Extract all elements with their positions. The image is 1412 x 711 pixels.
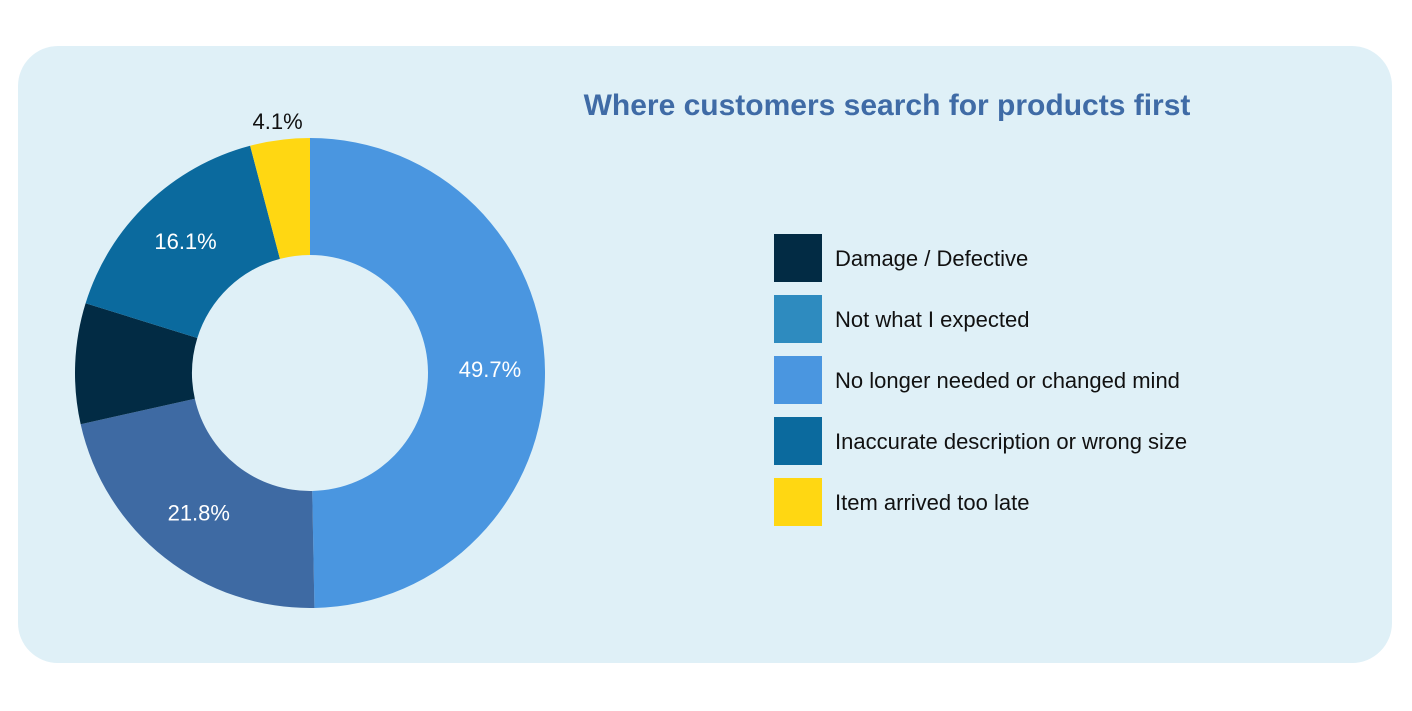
data-label: 4.1%: [253, 109, 303, 134]
chart-title: Where customers search for products firs…: [584, 89, 1191, 122]
legend-label: Damage / Defective: [835, 246, 1028, 271]
data-label: 49.7%: [459, 357, 521, 382]
slice: [80, 398, 315, 608]
legend-swatch: [774, 356, 822, 404]
data-label: 21.8%: [168, 500, 230, 525]
slice: [75, 303, 198, 425]
legend-label: Not what I expected: [835, 307, 1029, 332]
data-label: 16.1%: [154, 229, 216, 254]
legend-swatch: [774, 478, 822, 526]
legend-swatch: [774, 234, 822, 282]
legend-label: Item arrived too late: [835, 490, 1029, 515]
legend-label: No longer needed or changed mind: [835, 368, 1180, 393]
legend-swatch: [774, 417, 822, 465]
slice: [85, 145, 280, 338]
legend-label: Inaccurate description or wrong size: [835, 429, 1187, 454]
slice: [310, 138, 546, 608]
legend-swatch: [774, 295, 822, 343]
slice: [250, 138, 310, 259]
